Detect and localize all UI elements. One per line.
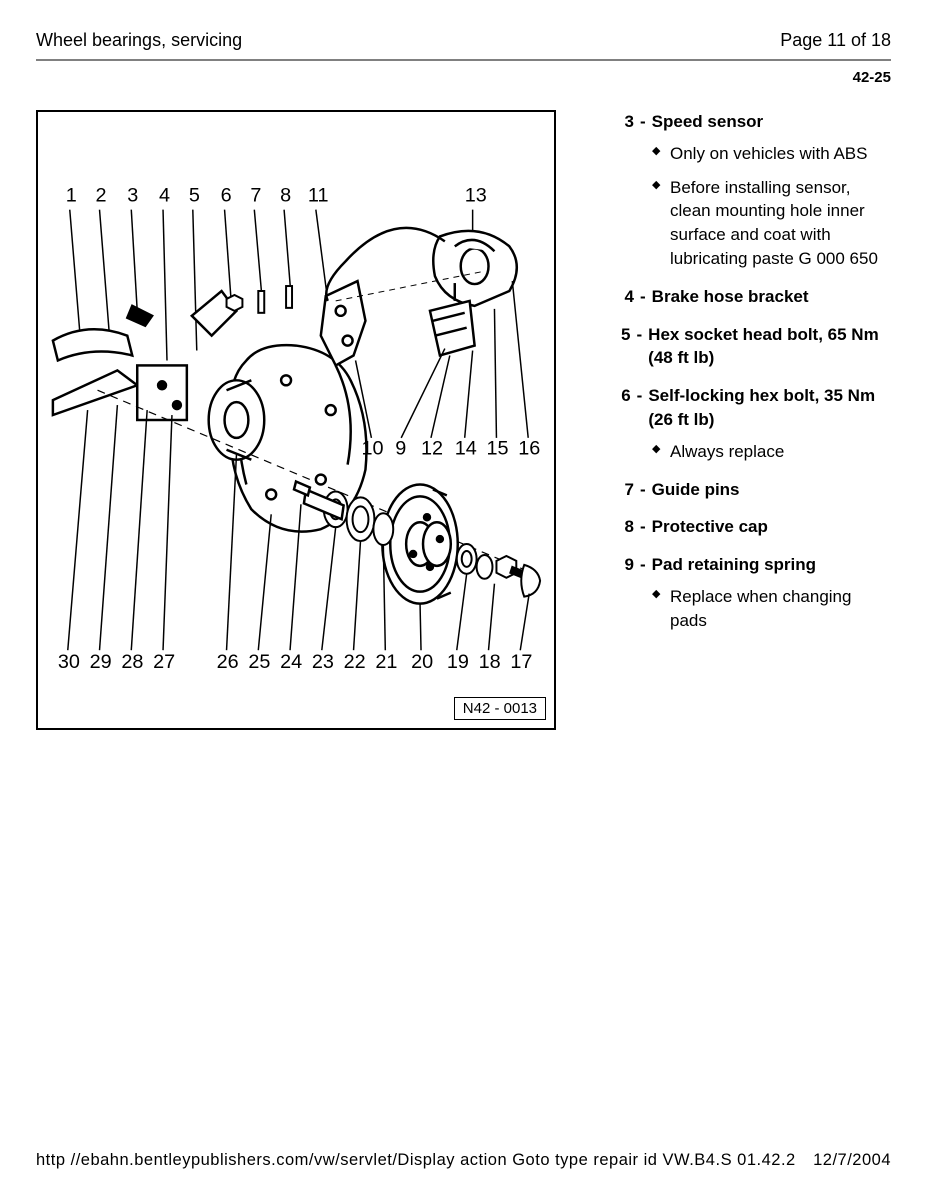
dlabel-3: 3	[127, 185, 138, 207]
dlabel-10: 10	[361, 438, 383, 460]
dlabel-17: 17	[510, 651, 532, 673]
part-6: 6 - Self-locking hex bolt, 35 Nm (26 ft …	[616, 384, 891, 463]
part-9: 9 - Pad retaining spring Replace when ch…	[616, 553, 891, 632]
part-8: 8 - Protective cap	[616, 515, 891, 539]
part-note: Only on vehicles with ABS	[652, 142, 891, 166]
part-num: 4	[616, 285, 634, 309]
dlabel-21: 21	[375, 651, 397, 673]
dlabel-18: 18	[479, 651, 501, 673]
part-title: Self-locking hex bolt, 35 Nm (26 ft lb)	[648, 384, 891, 432]
part-title: Pad retaining spring	[652, 553, 816, 577]
part-5: 5 - Hex socket head bolt, 65 Nm (48 ft l…	[616, 323, 891, 371]
dlabel-16: 16	[518, 438, 540, 460]
part-note: Always replace	[652, 440, 891, 464]
dlabel-8: 8	[280, 185, 291, 207]
dlabel-30: 30	[58, 651, 80, 673]
part-title: Hex socket head bolt, 65 Nm (48 ft lb)	[648, 323, 891, 371]
dlabel-12: 12	[421, 438, 443, 460]
header-title: Wheel bearings, servicing	[36, 30, 242, 51]
part-title: Speed sensor	[652, 110, 764, 134]
footer-url: http //ebahn.bentleypublishers.com/vw/se…	[36, 1151, 796, 1170]
dlabel-13: 13	[465, 185, 487, 207]
part-title: Brake hose bracket	[652, 285, 809, 309]
diagram-part-number: N42 - 0013	[454, 697, 546, 720]
dlabel-6: 6	[221, 185, 232, 207]
footer-date: 12/7/2004	[813, 1151, 891, 1170]
dlabel-5: 5	[189, 185, 200, 207]
dlabel-22: 22	[344, 651, 366, 673]
header-page: Page 11 of 18	[780, 30, 891, 51]
dlabel-24: 24	[280, 651, 302, 673]
dlabel-14: 14	[455, 438, 477, 460]
part-note: Before installing sensor, clean mounting…	[652, 176, 891, 271]
page-footer: http //ebahn.bentleypublishers.com/vw/se…	[36, 1151, 891, 1170]
dlabel-29: 29	[90, 651, 112, 673]
dlabel-1: 1	[66, 185, 77, 207]
page-header: Wheel bearings, servicing Page 11 of 18	[36, 30, 891, 51]
part-num: 6	[616, 384, 631, 432]
part-3: 3 - Speed sensor Only on vehicles with A…	[616, 110, 891, 271]
exploded-diagram: 1 2 3 4 5 6 7 8 11 13	[36, 110, 556, 730]
part-num: 8	[616, 515, 634, 539]
part-note: Replace when changing pads	[652, 585, 891, 633]
dlabel-7: 7	[250, 185, 261, 207]
dlabel-27: 27	[153, 651, 175, 673]
header-rule	[36, 59, 891, 61]
dlabel-11: 11	[308, 185, 329, 207]
dlabel-4: 4	[159, 185, 170, 207]
dlabel-2: 2	[96, 185, 107, 207]
dlabel-20: 20	[411, 651, 433, 673]
part-title: Protective cap	[652, 515, 768, 539]
dlabel-23: 23	[312, 651, 334, 673]
dlabel-26: 26	[217, 651, 239, 673]
dlabel-15: 15	[487, 438, 509, 460]
dlabel-28: 28	[121, 651, 143, 673]
section-ref: 42-25	[36, 69, 891, 86]
part-num: 5	[616, 323, 631, 371]
dlabel-9: 9	[395, 438, 406, 460]
part-4: 4 - Brake hose bracket	[616, 285, 891, 309]
dlabel-25: 25	[248, 651, 270, 673]
part-num: 3	[616, 110, 634, 134]
part-num: 7	[616, 478, 634, 502]
part-num: 9	[616, 553, 634, 577]
dlabel-19: 19	[447, 651, 469, 673]
parts-list: 3 - Speed sensor Only on vehicles with A…	[616, 110, 891, 647]
part-title: Guide pins	[652, 478, 740, 502]
part-7: 7 - Guide pins	[616, 478, 891, 502]
